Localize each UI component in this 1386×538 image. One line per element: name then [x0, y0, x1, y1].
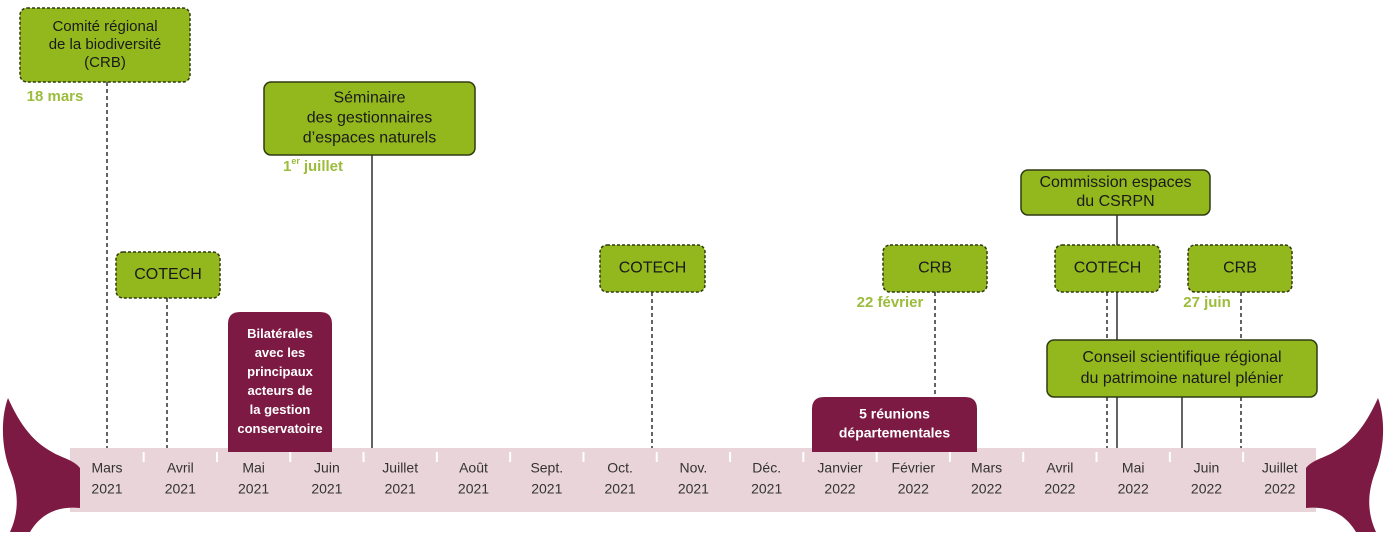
month-label: Avril — [167, 460, 194, 476]
year-label: 2022 — [898, 481, 929, 497]
event-label: de la biodiversité — [49, 36, 162, 53]
year-label: 2021 — [91, 481, 122, 497]
month-label: Juillet — [382, 460, 418, 476]
event-label: la gestion — [250, 402, 311, 417]
event-label: départementales — [839, 425, 950, 441]
event-label: Séminaire — [333, 90, 405, 107]
event-label: d’espaces naturels — [303, 130, 436, 147]
month-label: Mars — [91, 460, 122, 476]
month-label: Sept. — [530, 460, 563, 476]
event-label: Bilatérales — [247, 326, 313, 341]
event-label: avec les — [255, 345, 306, 360]
month-label: Oct. — [607, 460, 633, 476]
year-label: 2021 — [311, 481, 342, 497]
event-label: Commission espaces — [1039, 174, 1191, 191]
year-label: 2022 — [971, 481, 1002, 497]
page: Mars 2021 Avril 2021 Mai 2021 Juin 2021 Juillet 2… — [0, 0, 1386, 538]
year-label: 2021 — [605, 481, 636, 497]
month-label: Déc. — [752, 460, 781, 476]
year-label: 2021 — [531, 481, 562, 497]
event-label: CRB — [1223, 260, 1257, 277]
event-label: principaux — [247, 364, 314, 379]
year-label: 2021 — [678, 481, 709, 497]
event-label: des gestionnaires — [307, 110, 432, 127]
event-label: Conseil scientifique régional — [1082, 349, 1281, 366]
event-label: du patrimoine naturel plénier — [1081, 370, 1284, 387]
event-date: 22 février — [857, 294, 924, 311]
left-hand — [3, 398, 80, 532]
event-date: 27 juin — [1183, 294, 1231, 311]
month-label: Avril — [1046, 460, 1073, 476]
event-label: conservatoire — [237, 421, 322, 436]
year-label: 2022 — [1191, 481, 1222, 497]
month-label: Juin — [1194, 460, 1220, 476]
event-label: COTECH — [1074, 260, 1142, 277]
month-label: Juin — [314, 460, 340, 476]
event-label: (CRB) — [84, 54, 126, 71]
date-day: 1 — [283, 158, 291, 175]
year-label: 2022 — [1264, 481, 1295, 497]
year-label: 2022 — [1044, 481, 1075, 497]
timeline-diagram: Mars 2021 Avril 2021 Mai 2021 Juin 2021 Juillet 2… — [0, 0, 1386, 538]
year-label: 2021 — [751, 481, 782, 497]
month-label: Juillet — [1262, 460, 1298, 476]
event-label: COTECH — [619, 260, 687, 277]
year-label: 2022 — [1118, 481, 1149, 497]
month-label: Mai — [242, 460, 265, 476]
year-label: 2021 — [165, 481, 196, 497]
right-hand — [1306, 398, 1383, 532]
year-label: 2021 — [238, 481, 269, 497]
year-label: 2022 — [824, 481, 855, 497]
month-label: Mars — [971, 460, 1002, 476]
month-label: Janvier — [817, 460, 862, 476]
date-month: juillet — [303, 158, 343, 175]
event-label: Comité régional — [52, 18, 157, 35]
event-label: acteurs de — [247, 383, 312, 398]
month-label: Février — [892, 460, 936, 476]
event-date: 18 mars — [27, 88, 84, 105]
month-label: Août — [459, 460, 488, 476]
event-label: COTECH — [134, 266, 202, 283]
date-sup: er — [291, 156, 300, 166]
month-label: Mai — [1122, 460, 1145, 476]
year-label: 2021 — [458, 481, 489, 497]
event-label: du CSRPN — [1076, 193, 1154, 210]
event-label: 5 réunions — [859, 406, 930, 422]
year-label: 2021 — [385, 481, 416, 497]
month-label: Nov. — [680, 460, 708, 476]
event-label: CRB — [918, 260, 952, 277]
